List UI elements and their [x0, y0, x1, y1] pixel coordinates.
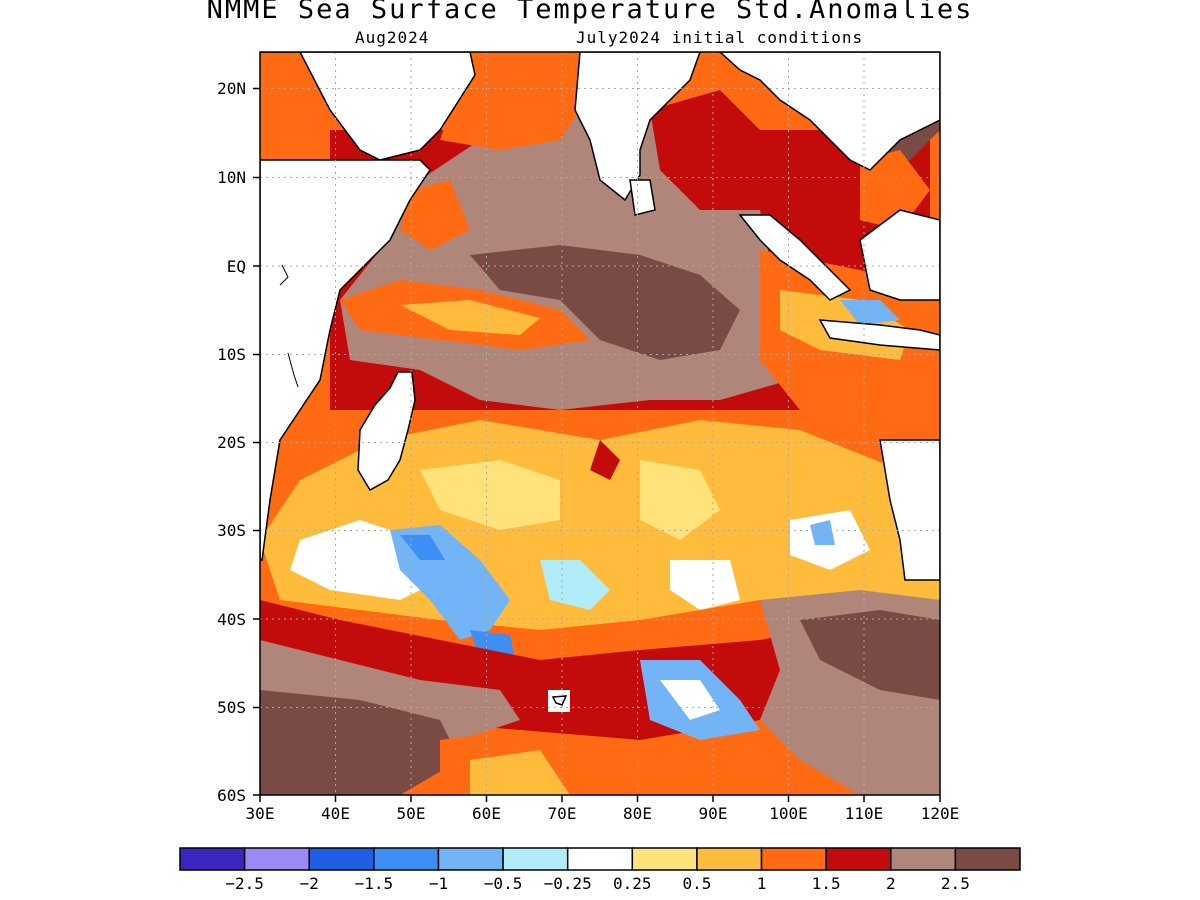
colorbar-label: −1 — [429, 874, 448, 893]
colorbar-label: 2 — [886, 874, 896, 893]
forecast-month: Aug2024 — [355, 28, 430, 47]
anomaly-field — [260, 52, 940, 795]
colorbar-swatch — [954, 847, 1021, 871]
anomaly-arabian-orange — [440, 60, 580, 150]
land-arabia — [260, 52, 476, 161]
anomaly-south-dark-east — [800, 610, 940, 700]
kerguelen-outline — [551, 695, 568, 706]
coast-mozambique-channel — [287, 352, 299, 388]
colorbar-swatch — [243, 847, 310, 871]
land-madagascar — [357, 371, 416, 492]
colorbar-swatch — [437, 847, 504, 871]
colorbar-swatch — [760, 847, 827, 871]
colorbar-label: 1 — [757, 874, 767, 893]
anomaly-east-blue — [840, 300, 900, 325]
colorbar-swatch — [566, 847, 634, 871]
lon-label: 120E — [921, 804, 960, 823]
land-sumatra — [738, 214, 852, 301]
land-kerguelen — [548, 690, 570, 712]
colorbar-label: −0.5 — [484, 874, 523, 893]
colorbar-swatch — [631, 847, 698, 871]
colorbar-swatch — [825, 847, 892, 871]
land-borneo — [859, 209, 940, 301]
anomaly-equatorial-dark — [470, 245, 740, 360]
anomaly-bay-red — [650, 90, 770, 210]
gridlines — [260, 52, 940, 795]
lon-label: 30E — [246, 804, 275, 823]
lat-label: 10S — [217, 345, 246, 364]
colorbar-label: 0.5 — [682, 874, 711, 893]
anomaly-pale-yellow-1 — [420, 460, 560, 530]
lat-label: 20S — [217, 433, 246, 452]
lon-label: 80E — [623, 804, 652, 823]
lon-axis — [259, 795, 941, 802]
anomaly-south-dark-west — [260, 690, 460, 795]
colorbar-label: −0.25 — [544, 874, 592, 893]
coast-lake — [279, 264, 289, 286]
lon-label: 40E — [321, 804, 350, 823]
map-frame — [259, 51, 941, 796]
lon-label: 70E — [548, 804, 577, 823]
colorbar-swatch — [373, 847, 440, 871]
land-java — [818, 319, 940, 351]
map-title: NMME Sea Surface Temperature Std.Anomali… — [206, 0, 974, 25]
lat-label: 50S — [217, 698, 246, 717]
colorbar-swatch — [890, 847, 957, 871]
anomaly-west-eq-yellow — [400, 300, 540, 335]
colorbar-label: 1.5 — [812, 874, 841, 893]
anomaly-somali-orange — [400, 180, 470, 250]
lon-label: 60E — [472, 804, 501, 823]
anomaly-scs-orange — [860, 150, 930, 230]
anomaly-south-yellow-2 — [470, 750, 570, 795]
lon-label: 90E — [699, 804, 728, 823]
colorbar-label: −2 — [300, 874, 319, 893]
colorbar-label: −2.5 — [225, 874, 264, 893]
anomaly-blue-core-1 — [400, 535, 445, 560]
lat-label: EQ — [227, 257, 246, 276]
colorbar-swatch — [502, 847, 569, 871]
land-indochina — [718, 52, 940, 171]
colorbar-label: −1.5 — [355, 874, 394, 893]
lon-label: 100E — [769, 804, 808, 823]
lat-axis — [253, 87, 260, 796]
colorbar-swatch — [179, 847, 246, 871]
lat-label: 30S — [217, 521, 246, 540]
lat-label: 60S — [217, 786, 246, 805]
colorbar-labels: −2.5 −2 −1.5 −1 −0.5 −0.25 0.25 0.5 1 1.5 2 2.5 — [225, 874, 969, 893]
colorbar-label: 0.25 — [613, 874, 652, 893]
anomaly-white-south — [660, 680, 720, 720]
anomaly-pale-yellow-2 — [640, 460, 720, 540]
lon-label: 110E — [845, 804, 884, 823]
lat-label: 40S — [217, 610, 246, 629]
land-sri-lanka — [629, 179, 656, 216]
lat-label: 20N — [217, 79, 246, 98]
anomaly-cyan-mid — [540, 560, 610, 610]
lat-label: 10N — [217, 168, 246, 187]
anomaly-white-mid — [670, 560, 740, 610]
initial-conditions: July2024 initial conditions — [576, 28, 864, 47]
anomaly-red-patch — [590, 440, 620, 480]
colorbar-swatch — [308, 847, 375, 871]
lon-label: 50E — [397, 804, 426, 823]
anomaly-blue-east — [810, 520, 835, 545]
land-australia — [879, 439, 940, 581]
colorbar-label: 2.5 — [941, 874, 970, 893]
colorbar-swatch — [696, 847, 763, 871]
colorbar — [179, 847, 1021, 871]
